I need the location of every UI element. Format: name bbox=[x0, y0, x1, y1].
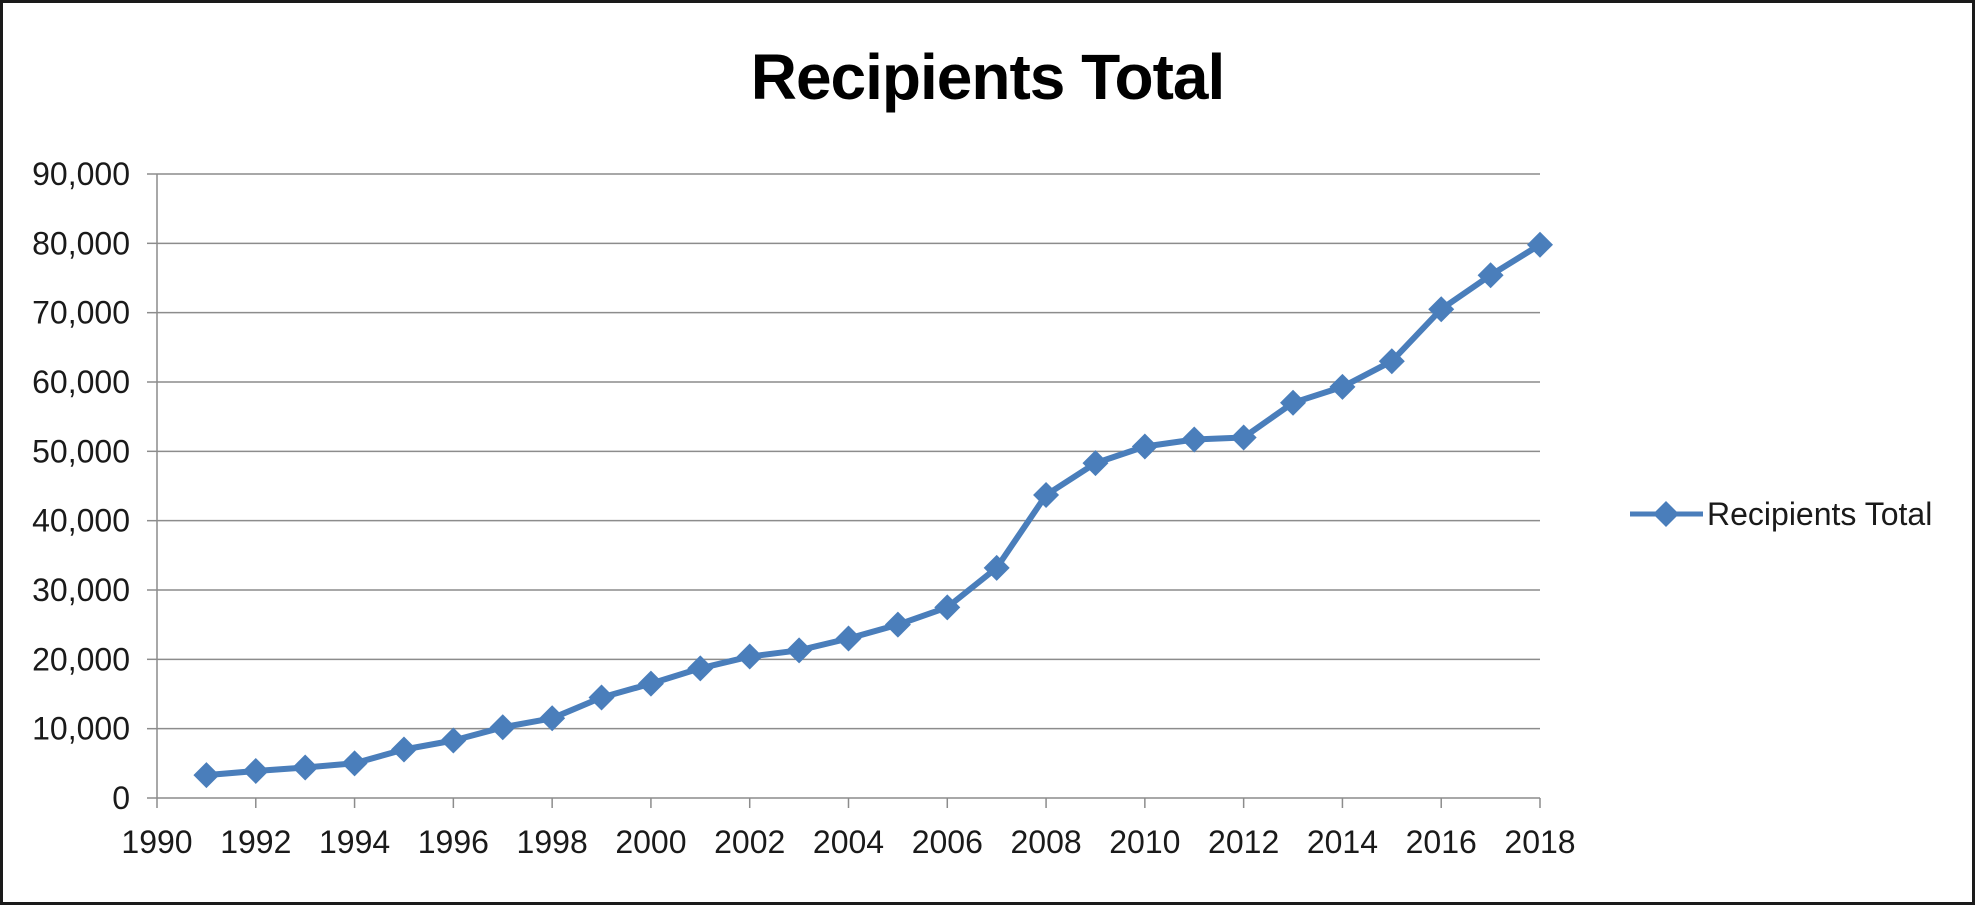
x-tick-label: 2016 bbox=[1406, 824, 1477, 860]
x-tick-label: 2004 bbox=[813, 824, 884, 860]
data-point-marker bbox=[736, 643, 763, 670]
x-tick-label: 1998 bbox=[517, 824, 588, 860]
y-tick-labels: 0 10,000 20,000 30,000 40,000 50,000 60,000 70,… bbox=[32, 156, 130, 816]
y-tick-label: 90,000 bbox=[32, 156, 130, 192]
data-point-marker bbox=[983, 554, 1010, 581]
y-tick-label: 60,000 bbox=[32, 364, 130, 400]
data-point-marker bbox=[242, 757, 269, 784]
x-tick-label: 1994 bbox=[319, 824, 390, 860]
y-tick-label: 50,000 bbox=[32, 433, 130, 469]
data-point-marker bbox=[1378, 348, 1405, 375]
legend: Recipients Total bbox=[1630, 496, 1932, 532]
data-point-marker bbox=[539, 705, 566, 732]
data-point-marker bbox=[440, 727, 467, 754]
data-point-marker bbox=[1329, 373, 1356, 400]
x-tick-label: 2000 bbox=[615, 824, 686, 860]
x-tick-label: 2014 bbox=[1307, 824, 1378, 860]
data-point-marker bbox=[1181, 426, 1208, 453]
y-tick-label: 70,000 bbox=[32, 295, 130, 331]
x-tick-labels: 1990 1992 1994 1996 1998 2000 2002 2004 2006 2008… bbox=[121, 824, 1575, 860]
data-point-marker bbox=[1280, 389, 1307, 416]
data-point-marker bbox=[390, 736, 417, 763]
data-point-marker bbox=[1428, 296, 1455, 323]
x-tick-label: 2010 bbox=[1109, 824, 1180, 860]
y-tick-label: 30,000 bbox=[32, 572, 130, 608]
x-tick-label: 2012 bbox=[1208, 824, 1279, 860]
data-point-marker bbox=[1477, 262, 1504, 289]
x-tick-label: 2018 bbox=[1504, 824, 1575, 860]
data-point-marker bbox=[489, 714, 516, 741]
data-point-marker bbox=[1230, 424, 1257, 451]
y-tick-label: 20,000 bbox=[32, 641, 130, 677]
legend-marker-diamond-icon bbox=[1653, 501, 1679, 527]
data-point-marker bbox=[934, 594, 961, 621]
chart-title: Recipients Total bbox=[750, 41, 1226, 113]
data-point-marker bbox=[835, 625, 862, 652]
x-tick-label: 1996 bbox=[418, 824, 489, 860]
x-tick-label: 1990 bbox=[121, 824, 192, 860]
y-tick-label: 40,000 bbox=[32, 503, 130, 539]
series-recipients-total bbox=[193, 231, 1553, 789]
data-point-marker bbox=[1131, 433, 1158, 460]
data-point-marker bbox=[1527, 231, 1553, 258]
data-point-marker bbox=[884, 611, 911, 638]
x-tick-label: 1992 bbox=[220, 824, 291, 860]
series-line bbox=[206, 242, 1542, 779]
data-point-marker bbox=[637, 670, 664, 697]
y-tick-label: 0 bbox=[112, 780, 130, 816]
x-tick-label: 2008 bbox=[1010, 824, 1081, 860]
axes bbox=[156, 174, 1541, 808]
x-tick-label: 2006 bbox=[912, 824, 983, 860]
y-tick-label: 10,000 bbox=[32, 711, 130, 747]
legend-label: Recipients Total bbox=[1707, 496, 1932, 532]
data-point-marker bbox=[1033, 482, 1060, 509]
x-tick-label: 2002 bbox=[714, 824, 785, 860]
data-point-marker bbox=[588, 684, 615, 711]
data-point-marker bbox=[786, 637, 813, 664]
y-tick-label: 80,000 bbox=[32, 225, 130, 261]
gridlines bbox=[147, 173, 1540, 799]
data-point-marker bbox=[341, 750, 368, 777]
data-point-marker bbox=[687, 655, 714, 682]
data-point-marker bbox=[193, 762, 220, 789]
data-point-marker bbox=[1082, 450, 1109, 477]
data-point-marker bbox=[292, 754, 319, 781]
